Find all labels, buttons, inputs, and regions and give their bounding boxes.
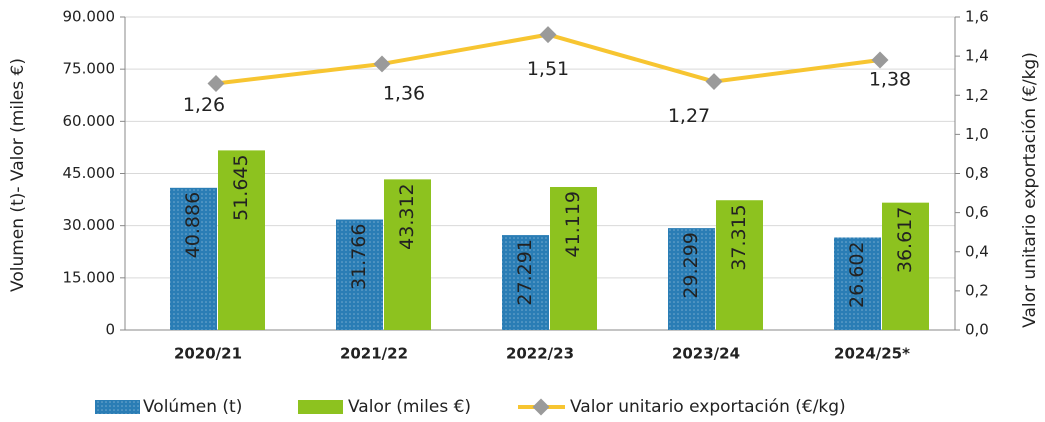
bar-texture	[834, 237, 881, 330]
data-label: 43.312	[396, 183, 418, 249]
data-label: 1,36	[383, 82, 425, 104]
legend-swatch-texture	[95, 400, 140, 414]
data-label: 1,27	[668, 105, 710, 127]
y2-tick-label: 0,2	[965, 281, 989, 299]
legend-label: Volúmen (t)	[143, 397, 242, 417]
legend-label: Valor (miles €)	[348, 397, 471, 417]
x-tick-label: 2020/21	[174, 345, 242, 363]
bar-texture	[668, 228, 715, 330]
bar	[716, 200, 763, 330]
bar-texture	[336, 219, 383, 330]
data-label: 29.299	[680, 232, 702, 298]
data-label: 31.766	[348, 224, 370, 290]
x-tick-label: 2022/23	[506, 345, 574, 363]
data-label: 51.645	[230, 154, 252, 220]
marker	[871, 51, 889, 69]
data-label: 1,51	[527, 58, 569, 80]
bar-texture	[170, 187, 217, 330]
y-tick-label: 60.000	[63, 112, 116, 130]
legend-swatch	[298, 400, 343, 414]
marker	[705, 73, 723, 91]
y-tick-label: 90.000	[63, 8, 116, 26]
data-label: 26.602	[846, 241, 868, 307]
y-axis-title: Volumen (t)- Valor (miles €)	[8, 58, 28, 292]
data-label: 36.617	[894, 207, 916, 273]
bar	[882, 202, 929, 330]
y-tick-label: 30.000	[63, 216, 116, 234]
y2-tick-label: 0,6	[965, 203, 989, 221]
x-tick-label: 2024/25*	[834, 345, 910, 363]
data-label: 1,38	[869, 69, 911, 91]
data-label: 41.119	[562, 191, 584, 257]
data-label: 1,26	[183, 94, 225, 116]
bar	[218, 150, 265, 330]
x-tick-label: 2023/24	[672, 345, 740, 363]
y2-tick-label: 1,2	[965, 86, 989, 104]
y-tick-label: 75.000	[63, 60, 116, 78]
y-tick-label: 0	[105, 321, 115, 339]
bar	[384, 179, 431, 330]
y2-tick-label: 0,8	[965, 164, 989, 182]
y-tick-label: 45.000	[63, 164, 116, 182]
y2-tick-label: 0,4	[965, 242, 989, 260]
y2-tick-label: 1,0	[965, 125, 989, 143]
marker	[207, 75, 225, 92]
data-label: 40.886	[182, 192, 204, 258]
data-label: 27.291	[514, 239, 536, 305]
y2-tick-label: 1,6	[965, 8, 989, 26]
y2-tick-label: 1,4	[965, 47, 989, 65]
legend-marker	[532, 398, 550, 416]
y2-tick-label: 0,0	[965, 321, 989, 339]
data-label: 37.315	[728, 204, 750, 270]
bar	[550, 186, 597, 330]
marker	[539, 26, 557, 44]
marker	[373, 55, 391, 73]
bar-texture	[502, 235, 549, 330]
legend-label: Valor unitario exportación (€/kg)	[570, 397, 846, 417]
y-tick-label: 15.000	[63, 268, 116, 286]
x-tick-label: 2021/22	[340, 345, 408, 363]
y2-axis-title: Valor unitario exportación (€/kg)	[1020, 52, 1040, 328]
